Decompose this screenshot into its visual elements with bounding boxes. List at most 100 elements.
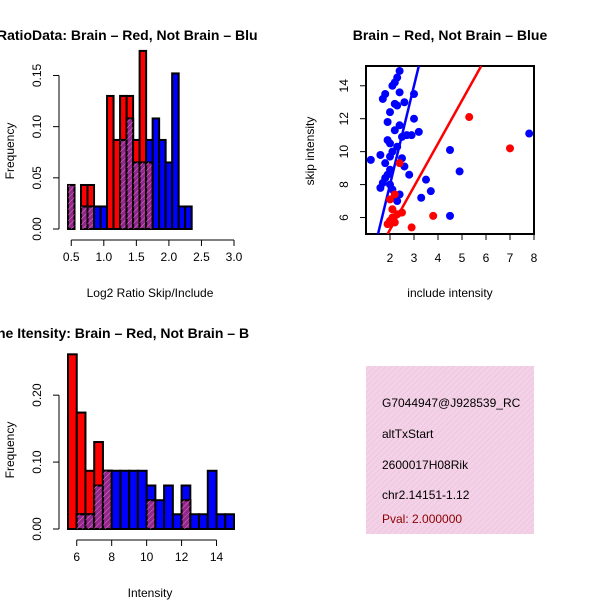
x-tick-label: 8 bbox=[108, 550, 115, 564]
x-tick-label: 6 bbox=[73, 550, 80, 564]
info-line-gene-name: 2600017H08Rik bbox=[382, 458, 469, 472]
bar-not-brain bbox=[224, 513, 235, 530]
point-not-brain bbox=[383, 118, 392, 126]
bar-not-brain bbox=[128, 469, 139, 530]
point-not-brain bbox=[426, 187, 435, 196]
point-not-brain bbox=[422, 175, 430, 184]
x-tick-label: 4 bbox=[435, 251, 442, 265]
y-tick-label: 0.10 bbox=[30, 450, 44, 474]
scatter-title: Brain – Red, Not Brain – Blue bbox=[353, 27, 548, 43]
bar-overlap-hatch bbox=[68, 184, 75, 229]
x-tick-label: 0.5 bbox=[63, 250, 80, 264]
y-tick-label: 0.00 bbox=[30, 517, 44, 541]
info-line-location: chr2.14151-1.12 bbox=[382, 488, 470, 502]
point-not-brain bbox=[417, 193, 426, 202]
point-not-brain bbox=[393, 101, 402, 110]
point-not-brain bbox=[376, 150, 385, 159]
x-tick-label: 3.0 bbox=[226, 250, 243, 264]
ratio-histogram: RatioData: Brain – Red, Not Brain – Blu … bbox=[0, 27, 258, 300]
fit-line-brain bbox=[386, 66, 483, 234]
point-not-brain bbox=[410, 114, 418, 123]
bar-brain bbox=[75, 411, 87, 530]
point-not-brain bbox=[446, 211, 454, 220]
scatter-xlabel: include intensity bbox=[407, 286, 492, 300]
x-tick-label: 6 bbox=[483, 251, 490, 265]
ratio-histogram-title: RatioData: Brain – Red, Not Brain – Blu bbox=[0, 27, 258, 43]
point-brain bbox=[395, 159, 404, 168]
bar-overlap-hatch bbox=[133, 162, 140, 229]
bar-not-brain bbox=[154, 499, 166, 531]
y-tick-label: 12 bbox=[337, 112, 351, 126]
scatter-ylabel: skip intensity bbox=[303, 117, 317, 186]
bar-not-brain bbox=[136, 469, 148, 530]
x-tick-label: 2.5 bbox=[193, 250, 210, 264]
y-tick-label: 0.10 bbox=[30, 115, 44, 139]
y-tick-label: 0.05 bbox=[30, 166, 44, 190]
intensity-histogram-title: ne Itensity: Brain – Red, Not Brain – B bbox=[0, 325, 249, 341]
point-not-brain bbox=[386, 108, 394, 117]
x-tick-label: 2.0 bbox=[161, 250, 178, 264]
bar-overlap-hatch bbox=[181, 500, 191, 529]
point-not-brain bbox=[393, 73, 402, 82]
bar-not-brain bbox=[215, 513, 227, 530]
intensity-scatter: Brain – Red, Not Brain – Blue include in… bbox=[303, 27, 547, 300]
intensity-histogram-ylabel: Frequency bbox=[3, 422, 17, 479]
bar-not-brain bbox=[171, 72, 180, 231]
bar-overlap-hatch bbox=[120, 139, 127, 229]
point-not-brain bbox=[366, 155, 375, 164]
bar-overlap-hatch bbox=[94, 485, 103, 529]
point-not-brain bbox=[525, 129, 534, 138]
x-tick-label: 7 bbox=[507, 251, 514, 265]
point-brain bbox=[388, 205, 397, 214]
point-not-brain bbox=[381, 159, 390, 168]
info-panel-hatching bbox=[366, 366, 534, 534]
point-not-brain bbox=[395, 66, 404, 75]
y-tick-label: 0.20 bbox=[30, 383, 44, 407]
intensity-histogram: ne Itensity: Brain – Red, Not Brain – B … bbox=[0, 325, 249, 600]
y-tick-label: 0.15 bbox=[30, 63, 44, 87]
point-brain bbox=[465, 113, 474, 122]
x-tick-label: 8 bbox=[531, 251, 538, 265]
point-not-brain bbox=[414, 127, 423, 136]
x-tick-label: 2 bbox=[387, 251, 394, 265]
bar-overlap-hatch bbox=[76, 514, 86, 529]
info-line-pval: Pval: 2.000000 bbox=[382, 512, 462, 526]
y-tick-label: 10 bbox=[337, 145, 351, 159]
bar-not-brain bbox=[171, 513, 183, 530]
bar-overlap-hatch bbox=[146, 500, 156, 529]
x-tick-label: 10 bbox=[140, 550, 154, 564]
bar-not-brain bbox=[189, 513, 201, 530]
point-brain bbox=[506, 144, 514, 153]
bar-overlap-hatch bbox=[85, 514, 95, 529]
point-not-brain bbox=[390, 126, 399, 135]
bar-not-brain bbox=[119, 469, 131, 530]
point-not-brain bbox=[455, 167, 464, 176]
bar-overlap-hatch bbox=[126, 118, 134, 229]
bar-overlap-hatch bbox=[87, 206, 95, 229]
x-tick-label: 1.0 bbox=[95, 250, 112, 264]
y-tick-label: 14 bbox=[337, 79, 351, 93]
point-not-brain bbox=[405, 170, 414, 179]
x-tick-label: 5 bbox=[459, 251, 466, 265]
point-not-brain bbox=[400, 98, 409, 107]
point-not-brain bbox=[446, 146, 454, 154]
bar-not-brain bbox=[163, 484, 174, 530]
info-line-event-type: altTxStart bbox=[382, 427, 434, 441]
bar-overlap-hatch bbox=[139, 162, 147, 229]
x-tick-label: 1.5 bbox=[128, 250, 145, 264]
point-brain bbox=[407, 223, 416, 232]
point-brain bbox=[386, 195, 394, 204]
fit-line-not-brain bbox=[376, 66, 421, 234]
y-tick-label: 0.00 bbox=[30, 217, 44, 241]
point-not-brain bbox=[388, 147, 397, 156]
point-not-brain bbox=[386, 139, 394, 148]
x-tick-label: 14 bbox=[210, 550, 224, 564]
bar-overlap-hatch bbox=[146, 162, 153, 229]
bar-not-brain bbox=[184, 205, 193, 230]
bar-not-brain bbox=[206, 469, 218, 530]
bar-not-brain bbox=[198, 513, 209, 530]
info-panel: G7044947@J928539_RC altTxStart 2600017H0… bbox=[366, 366, 534, 534]
bar-overlap-hatch bbox=[81, 206, 88, 229]
scatter-plot-area bbox=[366, 66, 534, 234]
